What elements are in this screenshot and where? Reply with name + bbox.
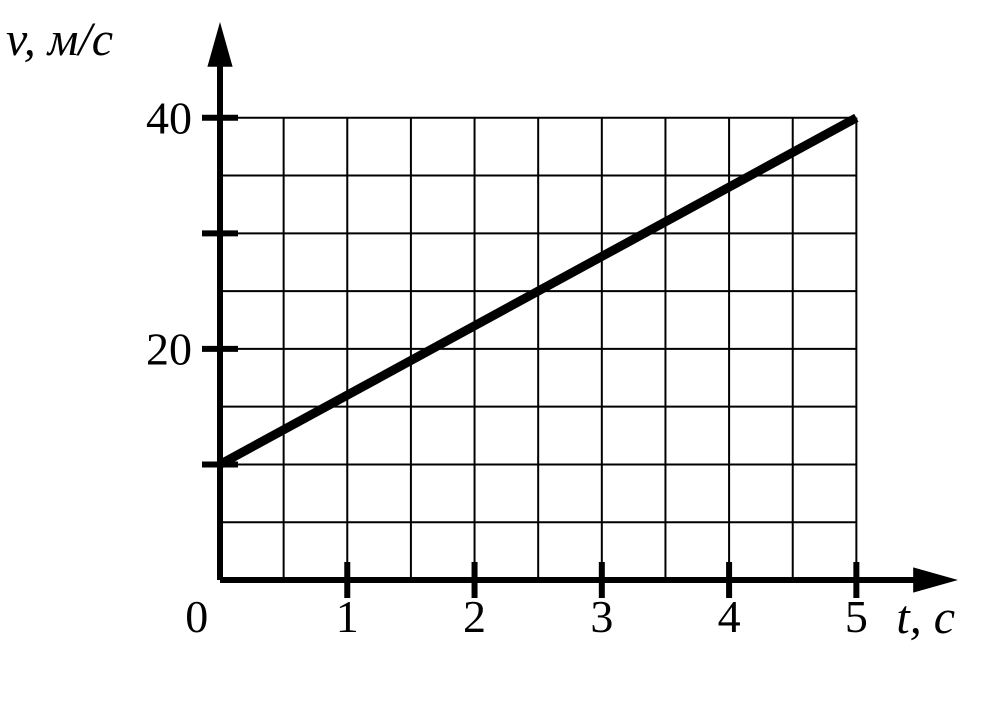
chart-container: v, м/с t, с 20 40 0 1 2 3 4 5 — [0, 0, 985, 703]
x-tick-2: 2 — [463, 590, 486, 643]
x-axis-label: t, с — [896, 590, 955, 645]
y-tick-20: 20 — [146, 322, 192, 375]
y-tick-40: 40 — [146, 91, 192, 144]
y-axis-label: v, м/с — [6, 12, 113, 67]
x-tick-1: 1 — [336, 590, 359, 643]
origin-label: 0 — [185, 590, 208, 643]
x-tick-5: 5 — [845, 590, 868, 643]
x-tick-4: 4 — [718, 590, 741, 643]
x-tick-3: 3 — [590, 590, 613, 643]
